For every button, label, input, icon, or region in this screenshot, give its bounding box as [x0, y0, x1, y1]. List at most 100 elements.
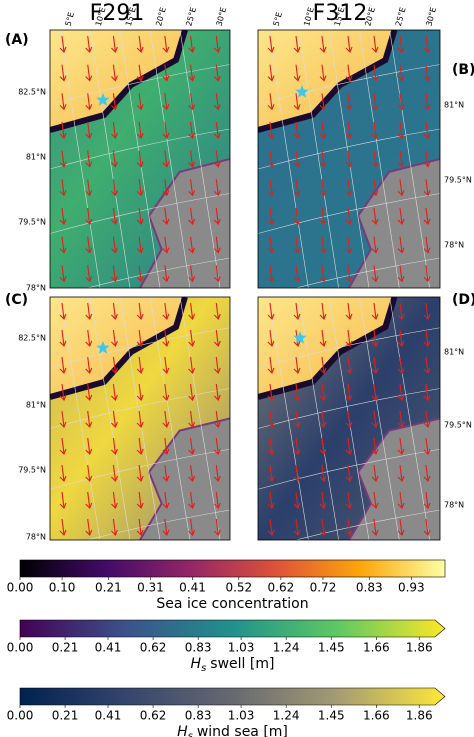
wind-arrow: [59, 518, 67, 536]
wind-arrow: [293, 491, 301, 509]
wind-arrow: [136, 356, 144, 374]
colorbar-tick-label: 1.86: [406, 709, 433, 723]
wind-arrow: [345, 207, 353, 225]
wind-arrow: [345, 265, 353, 283]
wind-arrow: [136, 383, 144, 401]
wind-arrow: [293, 121, 301, 139]
wind-arrow: [423, 356, 431, 374]
wind-arrow: [213, 207, 221, 225]
map-frame: [257, 29, 441, 289]
wind-arrow: [85, 64, 93, 82]
wind-arrow: [371, 121, 379, 139]
wind-arrow: [85, 150, 93, 168]
wind-arrow: [213, 150, 221, 168]
wind-arrow: [371, 464, 379, 482]
wind-arrow: [397, 464, 405, 482]
wind-arrow: [345, 410, 353, 428]
wind-arrow: [136, 464, 144, 482]
wind-arrow: [267, 93, 275, 111]
sea-ice: [50, 297, 185, 397]
wind-arrow: [397, 491, 405, 509]
wind-arrow: [188, 35, 196, 53]
land: [140, 418, 230, 540]
land: [349, 418, 440, 540]
colorbar-label: Hs wind sea [m]: [177, 724, 288, 737]
wind-arrow: [267, 302, 275, 320]
wind-arrow: [59, 329, 67, 347]
ice-edge: [258, 297, 398, 400]
maps: [49, 29, 441, 541]
wind-arrow: [319, 410, 327, 428]
wind-arrow: [319, 464, 327, 482]
wind-arrow: [397, 410, 405, 428]
site-star: [293, 331, 307, 344]
wind-arrow: [111, 265, 118, 283]
wind-arrow: [319, 383, 327, 401]
colorbar-tick-label: 0.00: [7, 581, 34, 595]
wind-arrow: [371, 64, 379, 82]
wind-arrow: [267, 236, 275, 254]
wind-arrow: [111, 150, 118, 168]
wind-arrow: [213, 437, 221, 455]
wind-arrow: [267, 491, 275, 509]
wind-arrow: [423, 64, 431, 82]
wind-arrow: [319, 302, 327, 320]
colorbar-tick-label: 0.83: [185, 641, 212, 655]
wind-arrow: [162, 121, 170, 139]
wind-arrow: [213, 265, 221, 283]
map-panel: [49, 296, 231, 541]
map-content: [258, 297, 440, 540]
graticule: [268, 30, 309, 288]
wind-arrow: [267, 410, 275, 428]
colorbar-tick-label: 0.00: [7, 709, 34, 723]
ice-edge: [50, 297, 188, 400]
wind-arrow: [136, 121, 144, 139]
wind-arrow: [85, 437, 93, 455]
wind-arrow: [136, 410, 144, 428]
wind-arrow: [162, 236, 170, 254]
wind-arrow: [111, 437, 118, 455]
lon-label: 20°E: [154, 6, 168, 27]
map-panel: [49, 29, 231, 289]
wind-arrow: [85, 207, 93, 225]
wind-arrow: [397, 64, 405, 82]
wind-arrow: [319, 35, 327, 53]
lat-label: 82.5°N: [18, 334, 46, 343]
wind-arrow: [423, 329, 431, 347]
wind-arrow: [267, 179, 275, 197]
wind-arrow: [397, 236, 405, 254]
wind-arrow: [267, 64, 275, 82]
land: [349, 159, 440, 288]
wind-arrow: [371, 207, 379, 225]
wind-arrow: [345, 93, 353, 111]
wind-arrow: [371, 437, 379, 455]
wind-arrow: [59, 437, 67, 455]
wind-arrow: [267, 329, 275, 347]
site-star: [96, 341, 110, 354]
wind-arrow: [319, 437, 327, 455]
wind-arrow: [111, 236, 118, 254]
wind-arrow: [371, 410, 379, 428]
wind-arrow: [162, 265, 170, 283]
wind-arrow: [162, 410, 170, 428]
ice-edge: [50, 30, 188, 133]
wind-arrow: [319, 179, 327, 197]
colorbar-tick-label: 0.31: [137, 581, 164, 595]
wind-arrow: [59, 383, 67, 401]
wind-arrow: [397, 265, 405, 283]
wind-arrow: [188, 410, 196, 428]
wind-arrow: [397, 179, 405, 197]
wind-arrow: [188, 121, 196, 139]
wind-arrow: [345, 383, 353, 401]
wind-arrow: [267, 518, 275, 536]
panel-label: (A): [5, 32, 29, 48]
wind-arrow: [188, 64, 196, 82]
wind-arrow: [136, 437, 144, 455]
wind-arrow: [423, 93, 431, 111]
graticule: [179, 297, 221, 540]
wind-arrow: [59, 302, 67, 320]
wind-arrow: [162, 329, 170, 347]
wind-arrow: [188, 265, 196, 283]
colorbar-fill: [19, 559, 446, 578]
